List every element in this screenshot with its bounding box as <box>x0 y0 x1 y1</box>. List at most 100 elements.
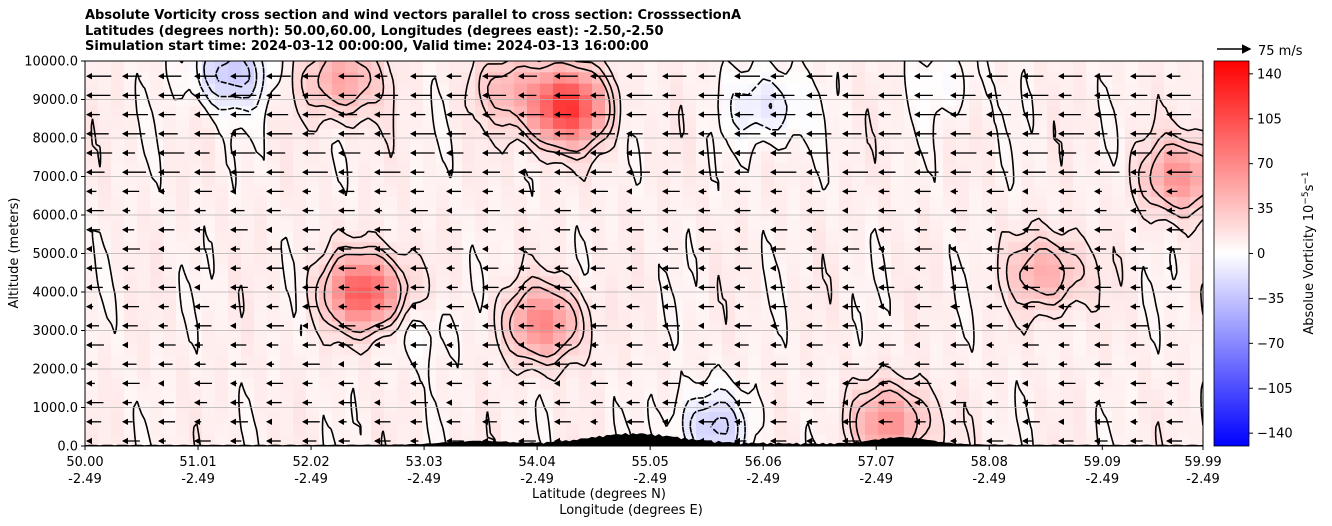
vorticity-cell <box>150 332 164 345</box>
vorticity-cell <box>1177 219 1191 232</box>
wind-vector <box>698 265 706 272</box>
wind-vector <box>734 245 748 253</box>
vorticity-cell <box>722 264 736 277</box>
vorticity-cell <box>345 196 359 209</box>
vorticity-cell <box>306 378 320 390</box>
vorticity-cell <box>1164 400 1178 413</box>
vorticity-cell <box>800 95 814 107</box>
vorticity-cell <box>137 355 151 368</box>
vorticity-cell <box>124 321 138 334</box>
vorticity-cell <box>566 355 580 368</box>
vorticity-cell <box>1125 287 1139 300</box>
vorticity-cell <box>683 162 697 175</box>
vorticity-cell <box>514 140 528 153</box>
vorticity-cell <box>605 355 619 368</box>
vorticity-cell <box>813 287 827 300</box>
vorticity-cell <box>1112 72 1126 85</box>
vorticity-cell <box>943 276 957 288</box>
wind-vector <box>482 361 494 368</box>
wind-vector <box>770 226 788 233</box>
vorticity-cell <box>1138 276 1152 288</box>
vorticity-cell <box>800 344 814 356</box>
vorticity-cell <box>423 310 437 322</box>
vorticity-cell <box>618 344 632 356</box>
vorticity-cell <box>397 61 411 73</box>
vorticity-cell <box>891 162 905 175</box>
vorticity-cell <box>605 242 619 255</box>
vorticity-cell <box>1099 196 1113 209</box>
wind-vector <box>1094 149 1119 157</box>
vorticity-cell <box>202 140 216 153</box>
vorticity-cell <box>189 287 203 300</box>
wind-vector <box>230 73 251 80</box>
vorticity-cell <box>813 61 827 73</box>
vorticity-cell <box>605 72 619 85</box>
vorticity-cell <box>735 72 749 85</box>
vorticity-cell <box>1034 117 1048 130</box>
wind-vector <box>1130 111 1150 118</box>
vorticity-cell <box>891 242 905 255</box>
vorticity-cell <box>501 95 515 107</box>
vorticity-cell <box>176 128 190 141</box>
vorticity-cell <box>189 355 203 368</box>
vorticity-cell <box>527 298 541 311</box>
vorticity-cell <box>176 72 190 85</box>
vorticity-cell <box>319 423 333 436</box>
vorticity-cell <box>904 230 918 243</box>
vorticity-cell <box>566 321 580 334</box>
wind-vector <box>770 322 780 329</box>
vorticity-cell <box>735 83 749 96</box>
vorticity-cell <box>852 174 866 187</box>
wind-vector <box>1130 169 1146 176</box>
vorticity-cell <box>1190 162 1203 175</box>
vorticity-cell <box>449 264 463 277</box>
vorticity-cell <box>670 174 684 187</box>
vorticity-cell <box>956 185 970 198</box>
vorticity-cell <box>696 389 710 402</box>
vorticity-cell <box>215 434 229 446</box>
vorticity-cell <box>839 276 853 288</box>
wind-vector <box>230 169 255 176</box>
vorticity-cell <box>527 140 541 153</box>
wind-vector <box>662 380 680 387</box>
vorticity-cell <box>657 253 671 266</box>
vorticity-cell <box>709 174 723 187</box>
wind-vector <box>770 54 793 60</box>
vorticity-cell <box>722 174 736 187</box>
wind-vector <box>662 73 687 80</box>
vorticity-cell <box>215 174 229 187</box>
vorticity-cell <box>150 95 164 107</box>
vorticity-cell <box>1177 276 1191 288</box>
vorticity-cell <box>410 298 424 311</box>
vorticity-cell <box>1034 332 1048 345</box>
vorticity-cell <box>592 140 606 153</box>
vorticity-cell <box>267 389 281 402</box>
vorticity-cell <box>384 219 398 232</box>
vorticity-cell <box>787 140 801 153</box>
vorticity-cell <box>384 253 398 266</box>
vorticity-cell <box>839 174 853 187</box>
vorticity-cell <box>1190 264 1203 277</box>
vorticity-cell <box>449 344 463 356</box>
vorticity-cell <box>449 140 463 153</box>
vorticity-cell <box>579 423 593 436</box>
vorticity-cell <box>501 298 515 311</box>
vorticity-cell <box>592 287 606 300</box>
vorticity-cell <box>644 117 658 130</box>
wind-vectors <box>86 54 1203 445</box>
vorticity-cell <box>293 162 307 175</box>
vorticity-cell <box>176 332 190 345</box>
wind-vector <box>374 73 388 80</box>
wind-vector <box>446 265 455 272</box>
vorticity-cell <box>241 196 255 209</box>
x-tick-label-latitude: 55.05 <box>632 455 669 470</box>
vorticity-cell <box>241 61 255 73</box>
vorticity-cell <box>1034 174 1048 187</box>
vorticity-cell <box>1190 151 1203 164</box>
vorticity-cell <box>436 389 450 402</box>
vorticity-cell <box>1008 434 1022 446</box>
vorticity-cell <box>618 95 632 107</box>
vorticity-cell <box>488 230 502 243</box>
vorticity-cell <box>280 208 294 221</box>
vorticity-cell <box>124 117 138 130</box>
